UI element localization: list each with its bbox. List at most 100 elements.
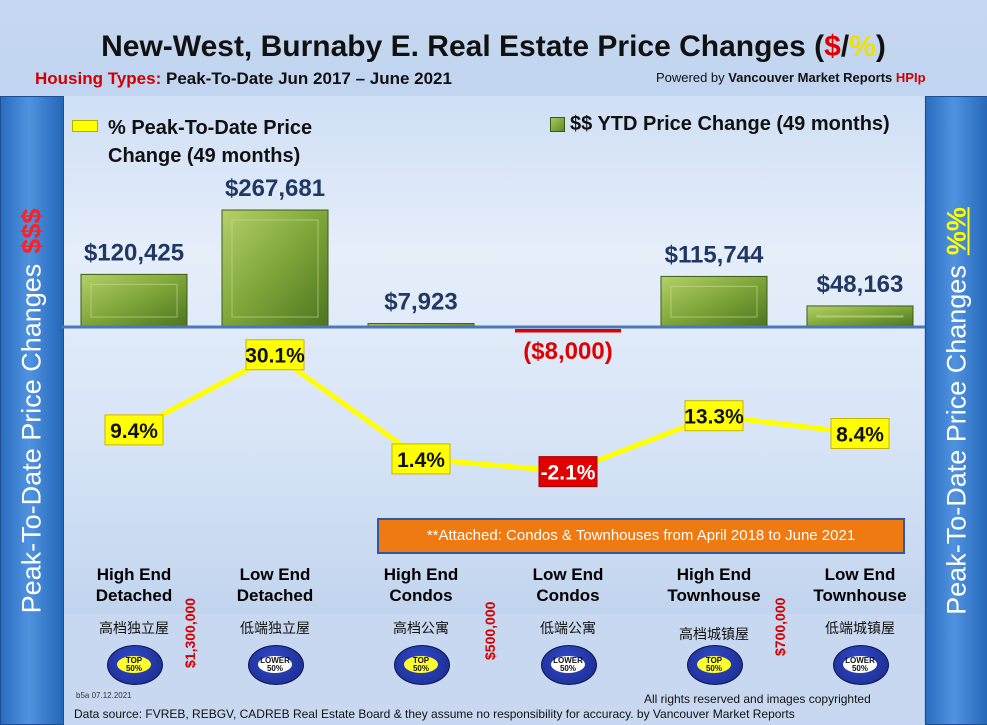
bar-label-1: $267,681 xyxy=(225,175,325,202)
category-line2: Condos xyxy=(389,586,453,605)
powered-hpi: HPIp xyxy=(895,70,926,85)
category-line2: Detached xyxy=(95,586,173,605)
rights-notice: All rights reserved and images copyright… xyxy=(644,692,871,706)
pct-label-box-0 xyxy=(104,414,164,446)
bar-4 xyxy=(660,275,768,328)
bar-label-3: ($8,000) xyxy=(523,338,612,365)
legend-bar-label: $$ YTD Price Change (49 months) xyxy=(570,113,890,135)
category-band xyxy=(64,614,924,723)
badge-text: TOP xyxy=(705,656,723,665)
category-chinese-1: 低端独立屋 xyxy=(240,620,310,636)
threshold-detached: $1,300,000 xyxy=(182,597,198,668)
chart-subtitle: Housing Types: Peak-To-Date Jun 2017 – J… xyxy=(35,69,452,89)
segment-badge-0: TOP 50% xyxy=(107,645,163,685)
pct-label-box-3 xyxy=(538,456,598,488)
bar-bevel-4 xyxy=(670,285,758,318)
category-label-0: High End Detached xyxy=(64,564,204,606)
category-line2: Townhouse xyxy=(667,586,761,605)
bar-bevel-0 xyxy=(90,283,178,318)
category-chinese-3: 低端公寓 xyxy=(540,620,596,636)
subtitle-lead: Housing Types: xyxy=(35,69,162,88)
category-chinese-4: 高档城镇屋 xyxy=(679,626,749,642)
title-dollar: $ xyxy=(824,30,841,63)
title-close: ) xyxy=(875,30,886,63)
badge-text: LOWER xyxy=(260,656,290,665)
legend-line-label-1: % Peak-To-Date Price xyxy=(108,117,313,139)
segment-badge-5: LOWER 50% xyxy=(833,645,889,685)
bar-bevel-1 xyxy=(231,219,319,318)
category-chinese-5: 低端城镇屋 xyxy=(825,620,895,636)
badge-pill: TOP 50% xyxy=(117,656,151,673)
category-label-4: High End Townhouse xyxy=(644,564,784,606)
bar-1 xyxy=(221,209,329,328)
attached-note: **Attached: Condos & Townhouses from Apr… xyxy=(377,518,905,554)
left-axis-banner: Peak-To-Date Price Changes$$$ xyxy=(0,96,64,725)
category-label-2: High End Condos xyxy=(351,564,491,606)
pct-label-2: 1.4% xyxy=(397,449,445,472)
pct-label-5: 8.4% xyxy=(836,424,884,447)
category-chinese-2: 高档公寓 xyxy=(393,620,449,636)
data-source: Data source: FVREB, REBGV, CADREB Real E… xyxy=(74,707,795,721)
legend-line-label: % Peak-To-Date Price Change (49 months) xyxy=(108,114,312,170)
segment-badge-4: TOP 50% xyxy=(687,645,743,685)
badge-pill: LOWER 50% xyxy=(843,656,877,673)
pct-label-box-4 xyxy=(684,400,744,432)
powered-brand: Vancouver Market Reports xyxy=(728,70,893,85)
right-axis-banner: Peak-To-Date Price Changes%% xyxy=(925,96,987,725)
badge-pill: TOP 50% xyxy=(404,656,438,673)
pct-label-box-5 xyxy=(830,418,890,450)
category-line1: Low End xyxy=(239,565,311,584)
badge-pill: LOWER 50% xyxy=(258,656,292,673)
pct-label-4: 13.3% xyxy=(684,406,744,429)
version-stamp: b5a 07.12.2021 xyxy=(76,691,132,700)
category-label-5: Low End Townhouse xyxy=(790,564,930,606)
badge-text: 50% xyxy=(125,664,142,673)
category-label-3: Low End Condos xyxy=(498,564,638,606)
bar-label-5: $48,163 xyxy=(817,271,904,298)
badge-text: 50% xyxy=(851,664,868,673)
title-percent: % xyxy=(849,30,876,63)
segment-badge-1: LOWER 50% xyxy=(248,645,304,685)
pct-line xyxy=(132,352,861,475)
badge-text: TOP xyxy=(125,656,143,665)
category-line1: High End xyxy=(383,565,459,584)
pct-label-0: 9.4% xyxy=(110,420,158,443)
bar-0 xyxy=(80,273,188,328)
badge-text: 50% xyxy=(559,664,576,673)
bar-3 xyxy=(515,329,621,333)
powered-by: Powered by Vancouver Market Reports HPIp xyxy=(656,70,926,85)
pct-label-box-2 xyxy=(391,443,451,475)
legend-line-swatch xyxy=(72,120,98,132)
subtitle-period: Peak-To-Date Jun 2017 – June 2021 xyxy=(165,69,452,88)
category-line1: Low End xyxy=(532,565,604,584)
legend-bar-swatch xyxy=(550,117,565,132)
bar-bevel-5 xyxy=(816,315,904,318)
badge-pill: TOP 50% xyxy=(697,656,731,673)
category-line1: High End xyxy=(96,565,172,584)
pct-label-box-1 xyxy=(245,339,305,371)
pct-label-3: -2.1% xyxy=(541,462,596,485)
threshold-townhouse: $700,000 xyxy=(772,597,788,656)
bar-label-0: $120,425 xyxy=(84,239,184,266)
legend-line-label-2: Change (49 months) xyxy=(108,145,301,167)
category-label-1: Low End Detached xyxy=(205,564,345,606)
bar-label-2: $7,923 xyxy=(384,289,457,316)
category-line2: Condos xyxy=(536,586,600,605)
segment-badge-3: LOWER 50% xyxy=(541,645,597,685)
badge-text: 50% xyxy=(705,664,722,673)
badge-text: TOP xyxy=(412,656,430,665)
pct-label-1: 30.1% xyxy=(245,345,305,368)
powered-prefix: Powered by xyxy=(656,70,725,85)
category-chinese-0: 高档独立屋 xyxy=(99,620,169,636)
category-line2: Townhouse xyxy=(813,586,907,605)
title-main: New-West, Burnaby E. Real Estate Price C… xyxy=(101,30,825,63)
category-line2: Detached xyxy=(236,586,314,605)
category-line1: Low End xyxy=(824,565,896,584)
category-line1: High End xyxy=(676,565,752,584)
threshold-condos: $500,000 xyxy=(482,601,498,660)
bar-label-4: $115,744 xyxy=(665,241,764,268)
chart-title: New-West, Burnaby E. Real Estate Price C… xyxy=(0,30,987,64)
badge-text: LOWER xyxy=(553,656,583,665)
bar-5 xyxy=(806,305,914,328)
